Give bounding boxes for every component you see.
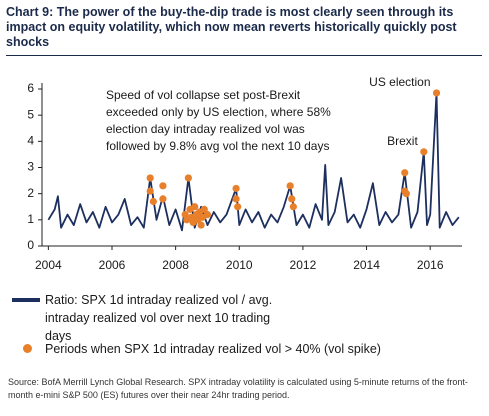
y-tick-label: 3 (27, 160, 34, 174)
vol-spike-point (184, 174, 192, 182)
vol-spike-point (232, 184, 240, 193)
legend-swatch (23, 344, 32, 353)
x-tick-label: 2014 (353, 258, 380, 272)
chart-title: Chart 9: The power of the buy-the-dip tr… (6, 5, 457, 49)
x-tick-label: 2006 (99, 258, 126, 272)
vol-spike-point (289, 203, 297, 211)
vol-spike-point (200, 205, 208, 213)
series-line (47, 92, 460, 232)
legend-swatch (12, 298, 40, 302)
y-tick-label: 0 (27, 238, 34, 252)
y-tick-label: 4 (27, 134, 34, 148)
vol-spike-point (191, 203, 199, 211)
vol-spike-point (432, 89, 441, 97)
annotation: followed by 9.8% avg vol the next 10 day… (106, 139, 329, 153)
point-label: US election (369, 75, 430, 89)
legend-entry: Ratio: SPX 1d intraday realized vol / av… (45, 293, 273, 343)
point-label: Brexit (387, 134, 418, 148)
vol-spike-point (401, 169, 409, 177)
vol-spike-point (149, 197, 157, 206)
vol-spike-point (288, 195, 296, 203)
annotation: Speed of vol collapse set post-Brexit (106, 88, 301, 102)
x-tick-label: 2008 (162, 258, 189, 272)
vol-spike-point (234, 203, 242, 211)
vol-spike-point (197, 221, 205, 229)
vol-spike-point (286, 182, 294, 190)
y-tick-label: 2 (27, 186, 34, 200)
y-tick-label: 1 (27, 212, 34, 226)
y-tick-label: 6 (27, 81, 34, 95)
vol-spike-point (146, 174, 154, 182)
x-tick-label: 2010 (226, 258, 253, 272)
x-tick-label: 2004 (35, 258, 62, 272)
legend-entry: Periods when SPX 1d intraday realized vo… (45, 342, 381, 356)
vol-spike-point (420, 148, 428, 156)
x-tick-label: 2016 (417, 258, 444, 272)
title-rule (6, 55, 482, 56)
vol-spike-point (203, 211, 212, 219)
vol-spike-point (159, 195, 167, 203)
source-note: Source: BofA Merrill Lynch Global Resear… (8, 377, 468, 400)
vol-spike-point (146, 187, 154, 195)
vol-spike-point (159, 182, 167, 190)
vol-spike-point (402, 190, 410, 198)
vol-spike-point (232, 195, 240, 203)
annotation: exceeded only by US election, where 58% (106, 105, 331, 119)
x-tick-label: 2012 (290, 258, 317, 272)
y-tick-label: 5 (27, 107, 34, 121)
annotation: election day intraday realized vol was (106, 122, 305, 136)
